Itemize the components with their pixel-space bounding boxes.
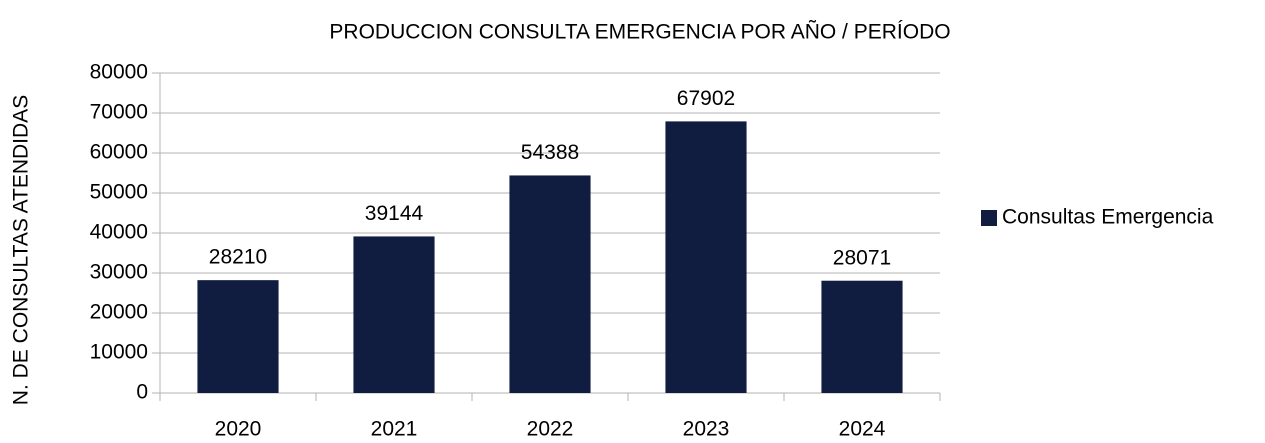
legend-label: Consultas Emergencia [1002, 206, 1214, 229]
bar [821, 280, 903, 393]
chart-title: PRODUCCION CONSULTA EMERGENCIA POR AÑO /… [329, 20, 950, 44]
y-tick-label: 20000 [90, 301, 148, 324]
y-tick-label: 70000 [90, 101, 148, 124]
y-tick-label: 50000 [90, 181, 148, 204]
bar [197, 280, 279, 393]
legend-swatch [981, 210, 997, 226]
x-tick-label: 2022 [527, 418, 574, 438]
data-label: 39144 [365, 202, 424, 225]
bar [509, 175, 591, 393]
y-tick-label: 10000 [90, 341, 148, 364]
x-tick-label: 2020 [215, 418, 262, 438]
bar [665, 121, 747, 393]
y-tick-label: 40000 [90, 221, 148, 244]
y-tick-label: 0 [136, 381, 148, 404]
x-tick-label: 2024 [839, 418, 886, 438]
x-tick-label: 2023 [683, 418, 730, 438]
y-tick-label: 30000 [90, 261, 148, 284]
y-tick-label: 60000 [90, 141, 148, 164]
data-label: 54388 [521, 141, 579, 164]
y-axis-label: N. DE CONSULTAS ATENDIDAS [10, 95, 33, 405]
x-tick-label: 2021 [371, 418, 418, 438]
bar [353, 236, 435, 393]
y-tick-label: 80000 [90, 61, 148, 84]
data-label: 67902 [677, 87, 735, 110]
data-label: 28071 [833, 246, 891, 269]
data-label: 28210 [209, 246, 267, 269]
